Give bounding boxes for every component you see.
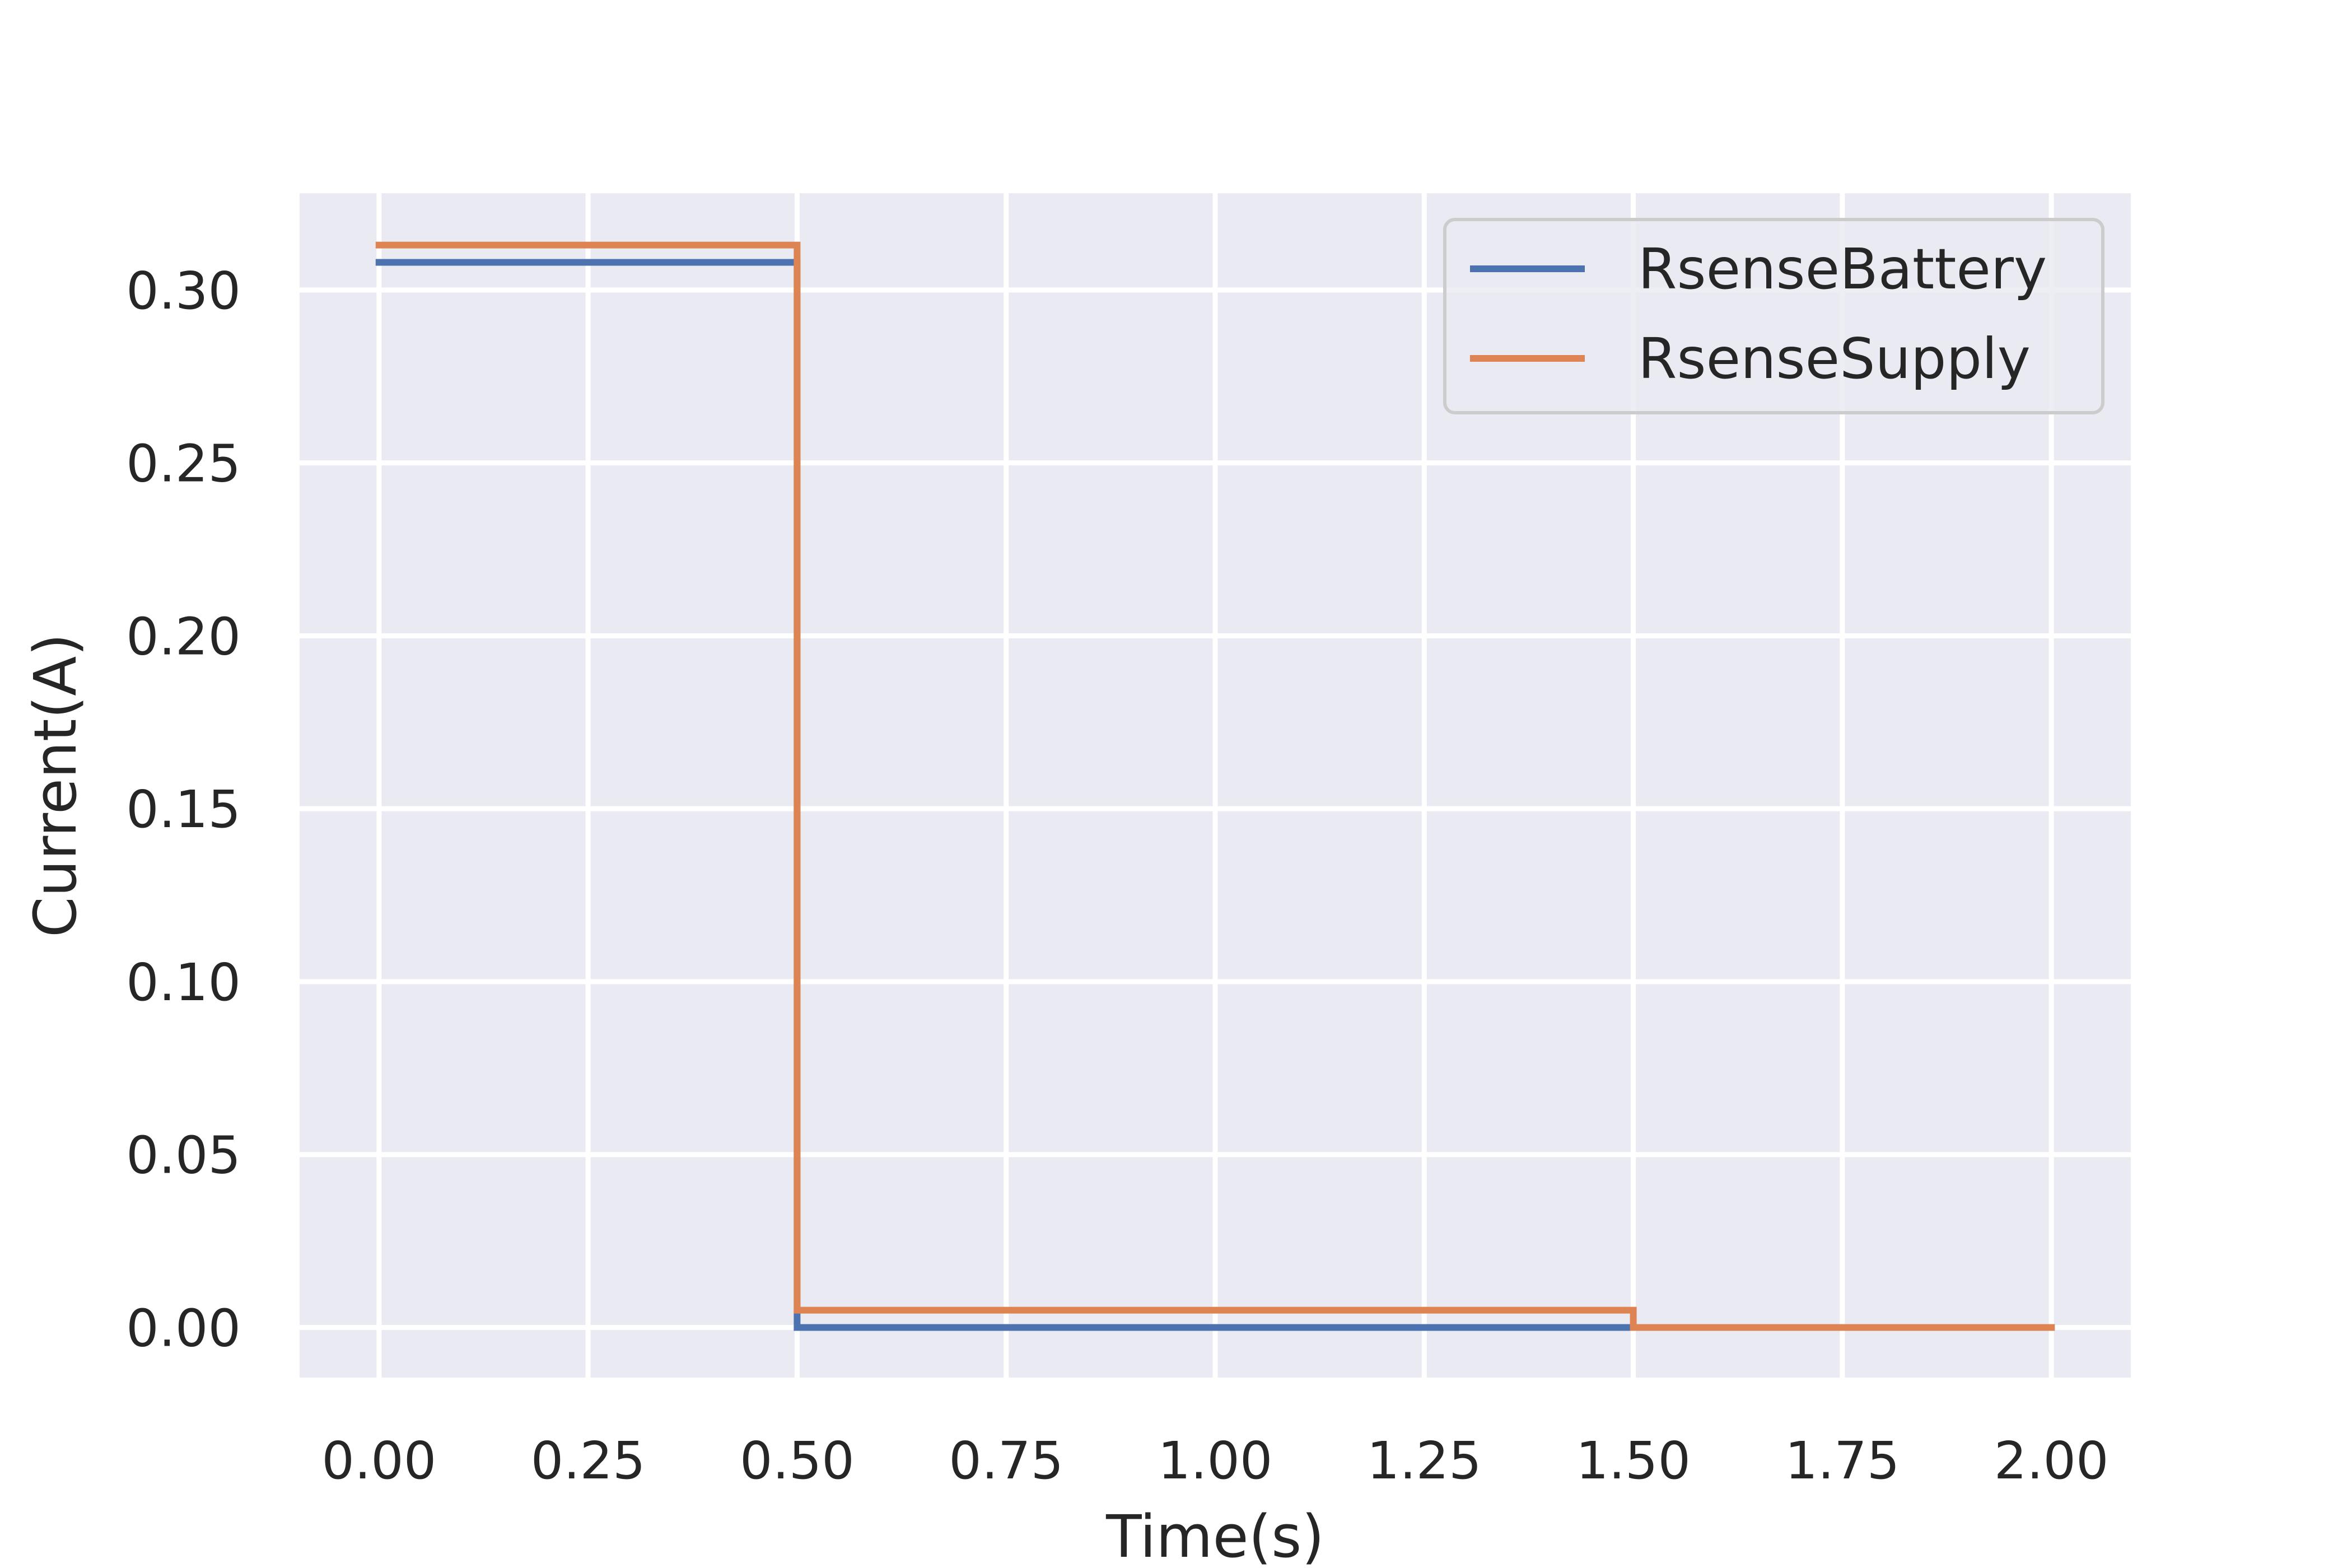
x-tick-label: 0.25 (531, 1431, 646, 1491)
legend-label-rsensesupply: RsenseSupply (1638, 326, 2031, 391)
y-axis-ticks: 0.00 0.05 0.10 0.15 0.20 0.25 0.30 (126, 261, 241, 1359)
legend-label-rsensebattery: RsenseBattery (1638, 236, 2047, 302)
y-tick-label: 0.15 (126, 780, 241, 839)
legend-box (1443, 218, 2104, 414)
x-tick-label: 1.75 (1785, 1431, 1900, 1491)
y-tick-label: 0.05 (126, 1126, 241, 1186)
x-tick-label: 2.00 (1994, 1431, 2109, 1491)
x-axis-label: Time(s) (1105, 1502, 1324, 1568)
x-axis-ticks: 0.00 0.25 0.50 0.75 1.00 1.25 1.50 1.75 2.00 (321, 1431, 2108, 1491)
x-tick-label: 1.25 (1367, 1431, 1482, 1491)
y-tick-label: 0.30 (126, 261, 241, 321)
legend: RsenseBattery RsenseSupply (1443, 218, 2104, 414)
x-tick-label: 0.00 (321, 1431, 436, 1491)
y-axis-label: Current(A) (21, 633, 90, 937)
y-tick-label: 0.25 (126, 434, 241, 494)
y-tick-label: 0.10 (126, 953, 241, 1012)
y-tick-label: 0.00 (126, 1298, 241, 1358)
y-tick-label: 0.20 (126, 606, 241, 666)
series-line-rsensesupply (375, 241, 2055, 1331)
x-tick-label: 1.50 (1576, 1431, 1691, 1491)
x-tick-label: 1.00 (1158, 1431, 1273, 1491)
x-tick-label: 0.75 (949, 1431, 1063, 1491)
x-tick-label: 0.50 (740, 1431, 855, 1491)
series-lines (375, 241, 2055, 1331)
